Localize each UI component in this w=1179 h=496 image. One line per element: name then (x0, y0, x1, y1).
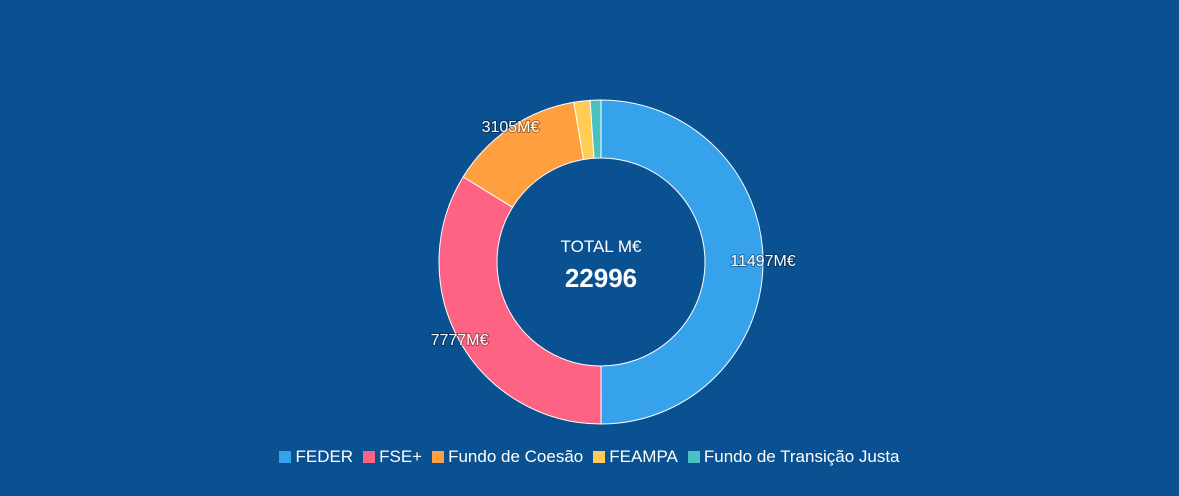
slice-data-label: 11497M€ (730, 253, 796, 270)
legend-swatch (432, 451, 445, 463)
legend-item-feder[interactable]: FEDER (279, 447, 353, 467)
legend-swatch (279, 451, 292, 463)
center-title: TOTAL M€ (561, 237, 642, 256)
legend-item-fundo-coesao[interactable]: Fundo de Coesão (432, 447, 583, 467)
donut-slice-feder[interactable] (600, 99, 764, 425)
legend-swatch (363, 451, 376, 463)
donut-slice-fundo-de-transi-o-justa[interactable] (589, 99, 602, 159)
legend-item-feampa[interactable]: FEAMPA (593, 447, 678, 467)
legend-label: FSE+ (379, 447, 423, 466)
donut-slices (438, 99, 764, 425)
center-total: 22996 (565, 263, 637, 293)
donut-slice-fse-[interactable] (438, 176, 602, 425)
donut-chart-canvas: 11497M€ 7777M€ 3105M€ TOTAL M€ 22996 (430, 99, 797, 425)
legend-swatch (687, 451, 700, 463)
chart-legend: FEDER FSE+ Fundo de Coesão FEAMPA Fundo … (0, 447, 1179, 467)
legend-label: FEDER (295, 447, 354, 466)
legend-item-fundo-transicao-justa[interactable]: Fundo de Transição Justa (687, 447, 900, 467)
legend-swatch (593, 451, 606, 463)
legend-label: FEAMPA (609, 447, 678, 466)
legend-label: Fundo de Transição Justa (703, 447, 900, 466)
legend-label: Fundo de Coesão (448, 447, 584, 466)
slice-data-label: 3105M€ (482, 119, 540, 136)
slice-labels: 11497M€ 7777M€ 3105M€ (430, 118, 797, 350)
slice-data-label: 7777M€ (431, 332, 489, 349)
legend-item-fse[interactable]: FSE+ (363, 447, 422, 467)
